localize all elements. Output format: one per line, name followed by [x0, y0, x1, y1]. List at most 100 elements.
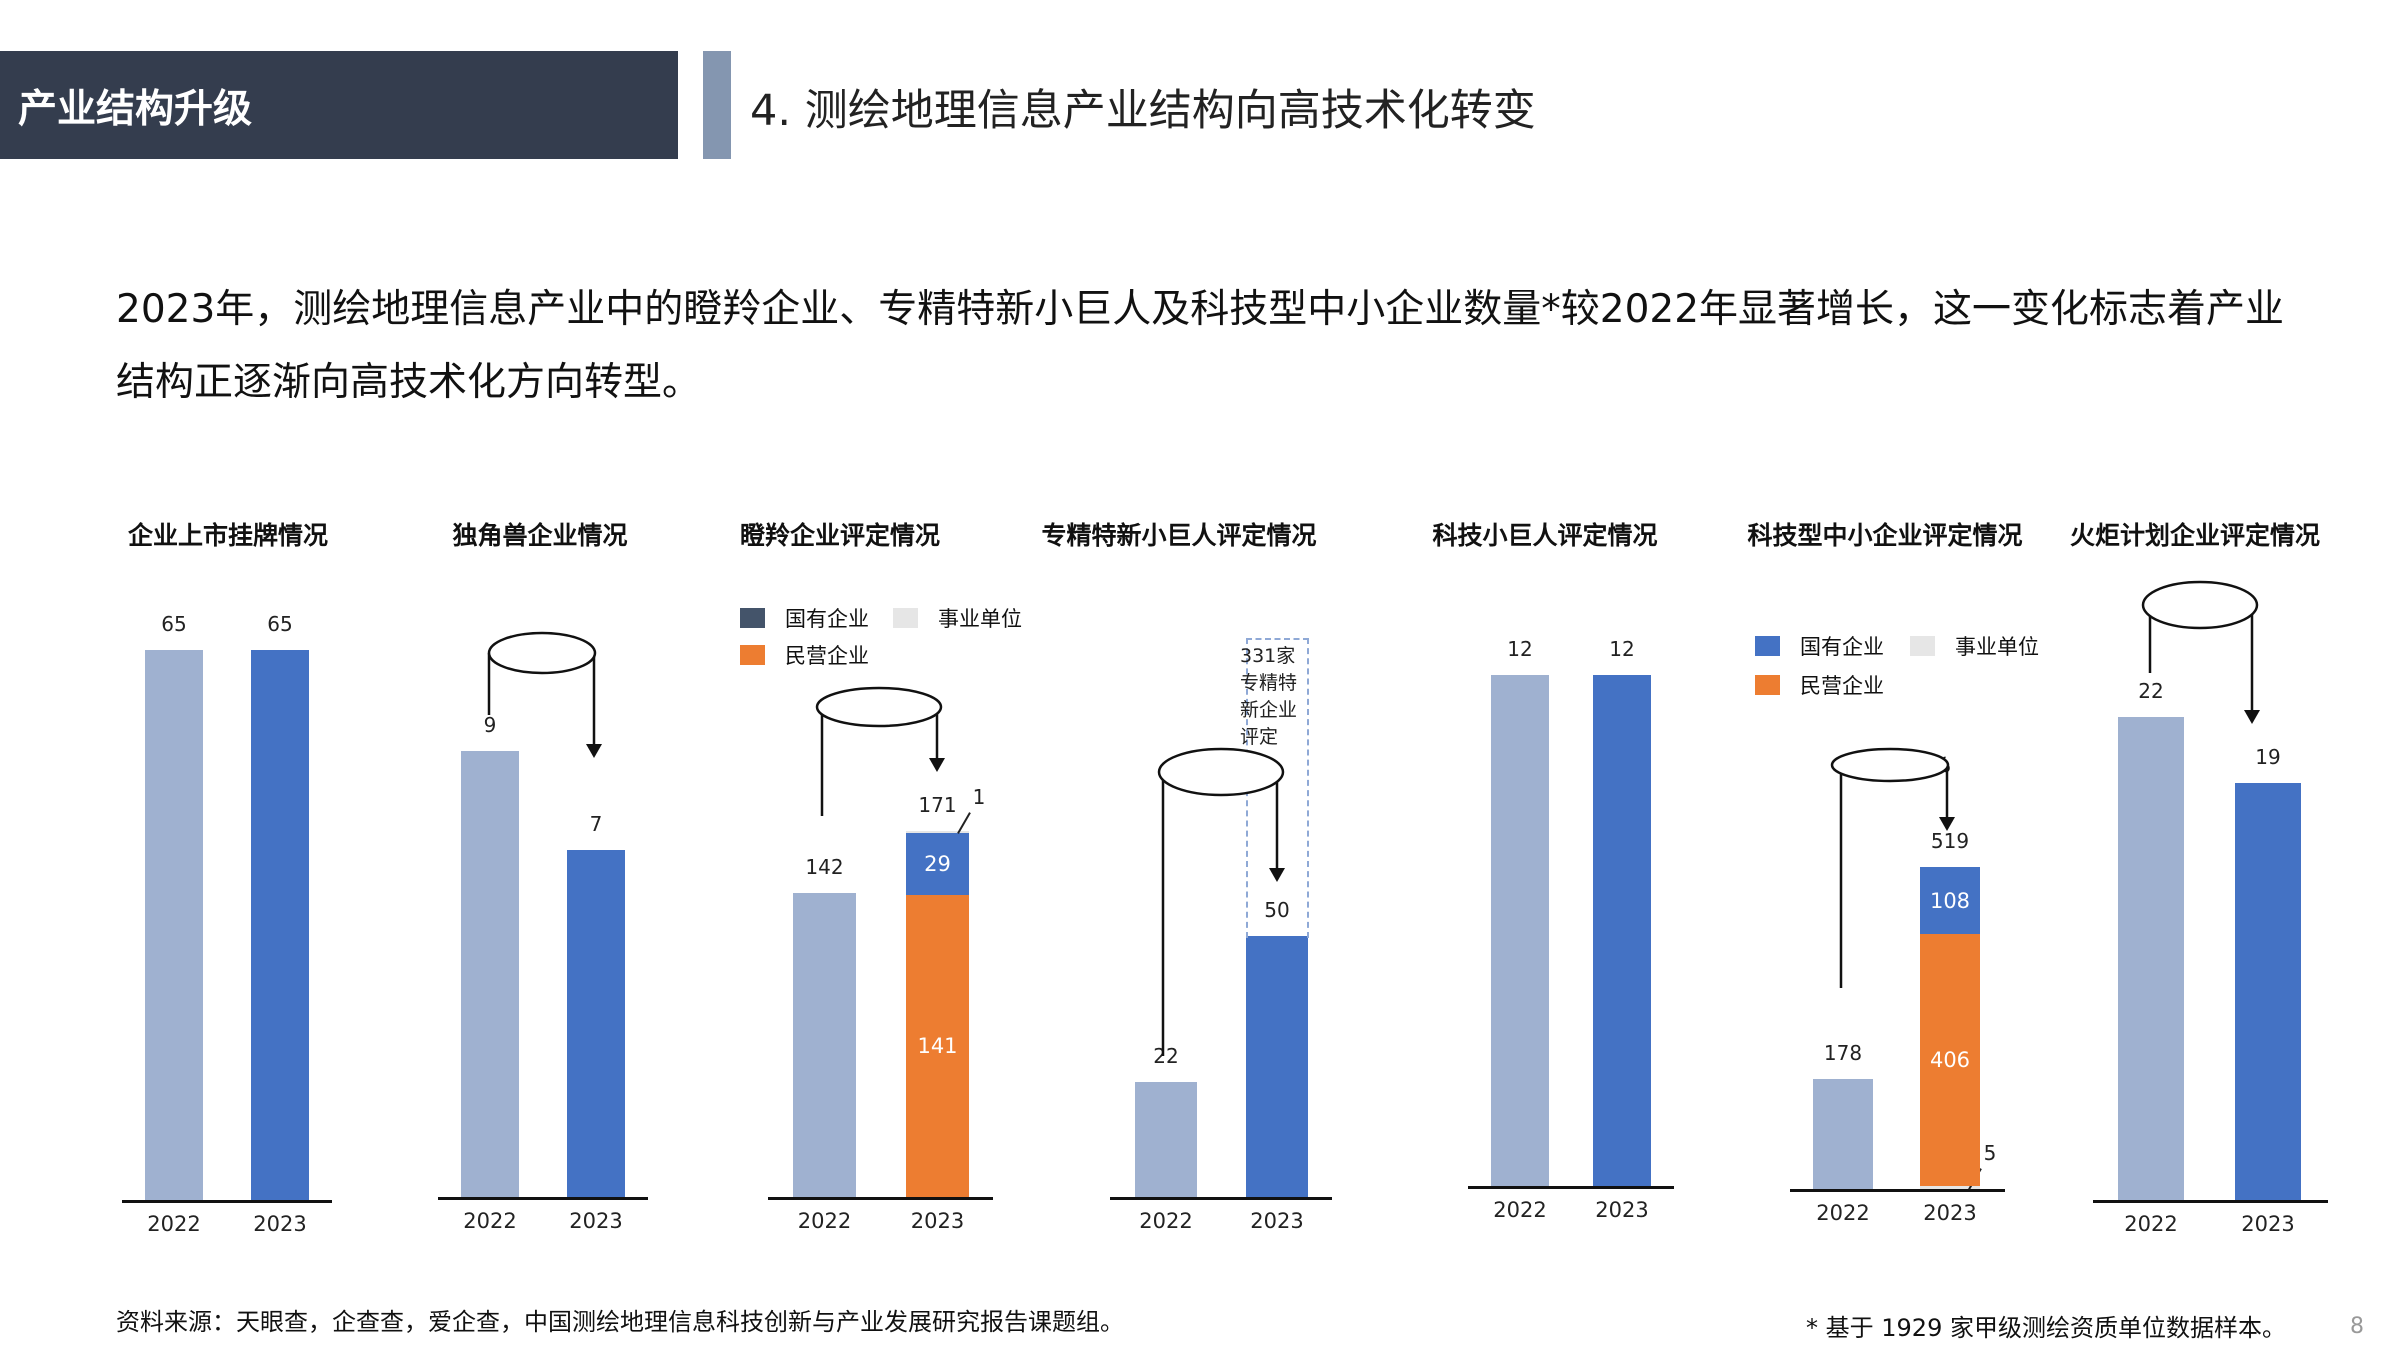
legend-swatch — [740, 645, 765, 665]
x-tick-label: 2023 — [2241, 1212, 2295, 1236]
value-label: 65 — [267, 612, 293, 637]
value-label: 19 — [2255, 744, 2281, 769]
legend-private-chart6: 民营企业 — [1755, 670, 1884, 700]
bar-segment — [1920, 1185, 1980, 1189]
legend-label: 民营企业 — [1800, 674, 1884, 698]
value-label: 7 — [589, 811, 603, 836]
value-label: 12 — [1609, 636, 1635, 661]
chart-title: 企业上市挂牌情况 — [127, 521, 329, 550]
x-axis-line — [2093, 1200, 2328, 1203]
change-ellipse — [2141, 580, 2259, 630]
x-tick-label: 2022 — [797, 1209, 852, 1233]
arrow-head-icon — [2244, 710, 2260, 724]
x-tick-label: 2023 — [253, 1212, 307, 1236]
chart-title: 火炬计划企业评定情况 — [2069, 521, 2321, 550]
legend-label: 民营企业 — [785, 644, 869, 668]
segment-label: 406 — [1929, 1048, 1971, 1073]
title-accent-bar — [703, 51, 731, 159]
change-ellipse — [487, 631, 597, 675]
x-tick-label: 2022 — [147, 1212, 201, 1236]
value-label: 22 — [1153, 1043, 1179, 1068]
bar-2023 — [567, 849, 625, 1197]
bar-2022 — [793, 893, 856, 1197]
bar-2023 — [1593, 674, 1651, 1186]
segment-label-small: 1 — [972, 785, 986, 810]
arrow-head-icon — [586, 744, 602, 758]
page-number: 8 — [2350, 1314, 2364, 1339]
value-label: 9 — [483, 712, 497, 737]
legend-state-chart3: 国有企业 — [740, 603, 869, 633]
x-tick-label: 2023 — [1923, 1201, 1977, 1225]
bar-2022 — [1491, 674, 1549, 1186]
x-tick-label: 2022 — [463, 1209, 517, 1233]
bar-2023 — [2235, 782, 2301, 1200]
change-ellipse — [1830, 747, 1950, 783]
section-label: 产业结构升级 — [18, 87, 253, 132]
x-axis-line — [1790, 1189, 2005, 1192]
bar-segment — [1920, 934, 1980, 1186]
legend-swatch — [893, 608, 918, 628]
bar-segment — [906, 831, 969, 834]
footnote: * 基于 1929 家甲级测绘资质单位数据样本。 — [1806, 1314, 2286, 1342]
x-tick-label: 2023 — [1250, 1209, 1304, 1233]
value-label: 519 — [1930, 829, 1970, 854]
legend-label: 国有企业 — [1800, 635, 1884, 659]
legend-institution-chart6: 事业单位 — [1910, 631, 2039, 661]
x-tick-label: 2022 — [2124, 1212, 2178, 1236]
value-label: 22 — [2138, 679, 2164, 704]
slide-title: 4. 测绘地理信息产业结构向高技术化转变 — [750, 86, 1536, 136]
segment-label: 29 — [924, 852, 951, 877]
value-label: 65 — [161, 612, 187, 637]
legend-label: 国有企业 — [785, 607, 869, 631]
legend-label: 事业单位 — [1955, 635, 2039, 659]
bar-2022 — [1135, 1081, 1197, 1197]
x-tick-label: 2022 — [1816, 1201, 1870, 1225]
x-tick-label: 2023 — [1595, 1198, 1649, 1222]
x-tick-label: 2023 — [569, 1209, 623, 1233]
value-label: 171 — [918, 793, 957, 818]
legend-swatch — [1755, 675, 1780, 695]
bar-segment — [1920, 867, 1980, 935]
bar-2022 — [145, 650, 203, 1200]
value-label: 178 — [1823, 1040, 1863, 1065]
bar-2023 — [1246, 935, 1308, 1197]
chart-title: 瞪羚企业评定情况 — [739, 521, 941, 550]
x-axis-line — [768, 1197, 993, 1200]
value-label: 142 — [805, 855, 844, 880]
chart-title: 科技型中小企业评定情况 — [1747, 521, 2023, 550]
section-header-box — [0, 51, 678, 159]
change-ellipse — [815, 686, 943, 728]
segment-label-small: 5 — [1983, 1141, 1997, 1165]
source-note: 资料来源：天眼查，企查查，爱企查，中国测绘地理信息科技创新与产业发展研究报告课题… — [116, 1308, 1124, 1336]
x-axis-line — [1110, 1197, 1332, 1200]
change-ellipse — [1157, 747, 1285, 797]
value-label: 12 — [1507, 636, 1533, 661]
arrow-head-icon — [1269, 868, 1285, 882]
legend-institution-chart3: 事业单位 — [893, 603, 1022, 633]
dashed-box-note: 331家专精特新企业评定 — [1240, 645, 1298, 748]
chart-title: 专精特新小巨人评定情况 — [1041, 521, 1317, 550]
arrow-head-icon — [1939, 817, 1955, 831]
legend-label: 事业单位 — [938, 607, 1022, 631]
bar-2022 — [461, 750, 519, 1197]
bar-segment — [906, 833, 969, 896]
value-label: 50 — [1264, 897, 1290, 922]
x-axis-line — [1468, 1186, 1674, 1189]
x-tick-label: 2022 — [1493, 1198, 1547, 1222]
chart-title: 科技小巨人评定情况 — [1432, 521, 1658, 550]
bar-2022 — [1813, 1078, 1873, 1189]
legend-swatch — [1755, 636, 1780, 656]
x-axis-line — [438, 1197, 648, 1200]
intro-paragraph: 2023年，测绘地理信息产业中的瞪羚企业、专精特新小巨人及科技型中小企业数量*较… — [116, 287, 2285, 405]
legend-private-chart3: 民营企业 — [740, 640, 869, 670]
segment-label: 108 — [1929, 888, 1971, 913]
bar-segment — [906, 895, 969, 1197]
bar-2023 — [251, 650, 309, 1200]
x-tick-label: 2022 — [1139, 1209, 1193, 1233]
x-axis-line — [122, 1200, 332, 1203]
chart-title: 独角兽企业情况 — [452, 521, 628, 550]
legend-swatch — [740, 608, 765, 628]
arrow-head-icon — [929, 758, 945, 772]
legend-state-chart6: 国有企业 — [1755, 631, 1884, 661]
